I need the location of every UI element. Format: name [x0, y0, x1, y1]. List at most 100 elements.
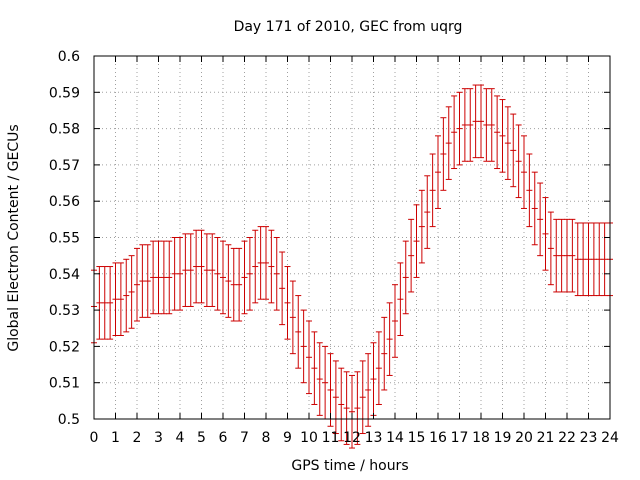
error-bar-point — [510, 113, 517, 188]
x-tick-label: 10 — [300, 430, 318, 446]
x-tick-label: 4 — [176, 430, 185, 446]
error-bar-point — [370, 342, 377, 416]
y-tick-label: 0.6 — [58, 49, 80, 65]
error-bar-point — [338, 367, 345, 442]
y-tick-label: 0.57 — [49, 158, 80, 174]
x-axis-label: GPS time / hours — [291, 458, 408, 474]
x-tick-label: 11 — [322, 430, 340, 446]
error-bar-point — [263, 226, 269, 300]
error-bar-point — [483, 88, 490, 162]
error-bar-point — [284, 266, 291, 340]
x-tick-label: 5 — [197, 430, 206, 446]
x-tick-label: 0 — [90, 430, 99, 446]
y-tick-label: 0.52 — [49, 339, 80, 355]
x-tick-label: 16 — [429, 430, 447, 446]
y-tick-label: 0.51 — [49, 376, 80, 392]
error-bar-point — [418, 189, 425, 264]
x-tick-label: 1 — [111, 430, 120, 446]
error-bar-point — [198, 229, 205, 304]
axes-ticks: 0 1 2 3 4 5 6 7 8 9 10 11 12 13 14 15 16 17 18 19 20 21 22 23 24… — [49, 49, 619, 446]
error-bar-point — [134, 247, 140, 322]
error-bar-point — [177, 237, 183, 311]
x-tick-label: 6 — [219, 430, 228, 446]
error-bar-point — [349, 374, 355, 449]
error-bar-point — [456, 91, 463, 166]
error-bar-point — [123, 258, 130, 333]
error-bar-point — [203, 233, 210, 307]
error-bar-point — [375, 331, 382, 405]
y-tick-label: 0.54 — [49, 267, 80, 283]
error-bar-point — [472, 84, 479, 159]
y-axis-label: Global Electron Content / GECUs — [6, 124, 22, 351]
error-bar-point — [306, 320, 312, 395]
error-bar-point — [547, 211, 554, 286]
error-bar-point — [451, 95, 458, 170]
error-bar-point — [531, 171, 538, 246]
error-bar-point — [392, 284, 398, 358]
error-bar-point — [236, 247, 243, 322]
error-bar-point — [402, 240, 409, 315]
chart-title: Day 171 of 2010, GEC from uqrg — [234, 19, 463, 35]
y-tick-label: 0.59 — [49, 85, 80, 101]
error-bar-point — [537, 182, 544, 257]
error-bar-point — [585, 222, 592, 297]
error-bar-point — [413, 204, 420, 278]
error-bar-point — [435, 135, 441, 209]
error-bar-point — [209, 233, 216, 307]
error-bar-point — [144, 244, 151, 318]
error-bar-point — [96, 266, 103, 340]
error-bar-point — [112, 262, 119, 337]
x-tick-label: 22 — [558, 430, 576, 446]
x-tick-label: 2 — [133, 430, 142, 446]
error-bar-point — [494, 95, 501, 170]
error-bar-point — [365, 353, 372, 427]
x-tick-label: 18 — [472, 430, 490, 446]
error-bar-point — [150, 240, 157, 315]
error-bar-point — [467, 88, 474, 162]
error-bar-point — [182, 233, 189, 307]
error-bar-point — [397, 262, 404, 337]
error-bar-point — [596, 222, 603, 297]
error-bar-point — [580, 222, 587, 297]
error-bar-point — [187, 233, 194, 307]
error-bar-point — [295, 295, 302, 369]
x-tick-label: 8 — [262, 430, 271, 446]
error-bar-point — [424, 175, 431, 249]
error-bar-point — [343, 371, 350, 445]
y-tick-label: 0.58 — [49, 122, 80, 138]
x-tick-label: 12 — [343, 430, 361, 446]
error-bar-point — [107, 266, 114, 340]
error-bar-point — [220, 240, 226, 315]
error-bar-point — [289, 280, 296, 355]
error-bar-point — [128, 255, 135, 329]
y-tick-label: 0.53 — [49, 303, 80, 319]
error-bar-point — [241, 240, 248, 315]
y-tick-label: 0.5 — [58, 412, 80, 428]
y-tick-label: 0.55 — [49, 231, 80, 247]
x-tick-label: 24 — [601, 430, 619, 446]
x-tick-label: 14 — [386, 430, 404, 446]
error-bar-point — [279, 251, 286, 326]
error-bar-point — [300, 309, 307, 384]
error-bar-point — [488, 88, 495, 162]
x-tick-label: 9 — [283, 430, 292, 446]
x-tick-label: 20 — [515, 430, 533, 446]
error-bar-point — [590, 222, 597, 297]
error-bar-point — [171, 237, 178, 311]
x-tick-label: 23 — [580, 430, 598, 446]
x-tick-label: 19 — [494, 430, 512, 446]
error-bar-point — [214, 237, 221, 311]
error-bar-point — [381, 316, 388, 391]
error-bar-point — [101, 266, 108, 340]
x-tick-label: 15 — [408, 430, 426, 446]
x-tick-label: 7 — [240, 430, 249, 446]
error-bar-point — [445, 106, 452, 180]
error-bar-point — [332, 360, 339, 435]
error-bar-point — [542, 197, 549, 271]
error-bar-point — [166, 240, 173, 315]
error-bar-point — [316, 342, 323, 416]
error-bar-point — [461, 88, 468, 162]
error-bar-point — [429, 153, 436, 228]
error-bar-point — [386, 302, 393, 376]
